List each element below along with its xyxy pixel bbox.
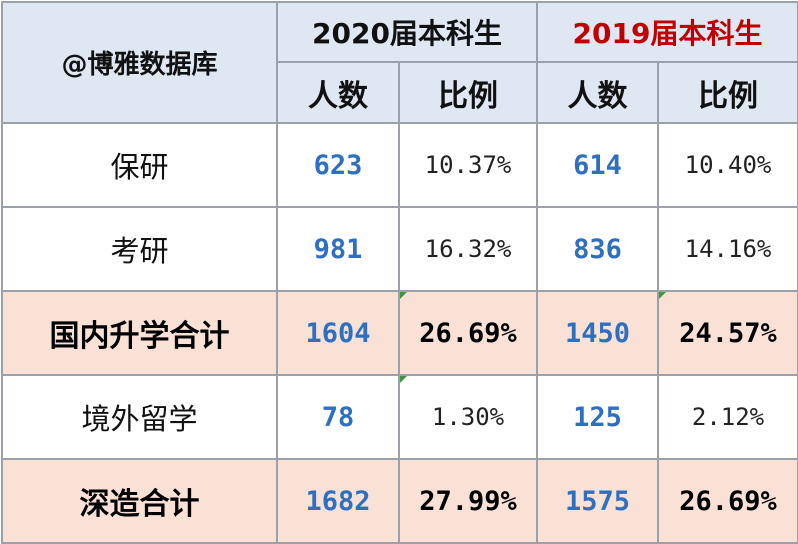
ratio-2020-cell: 26.69%	[398, 290, 538, 376]
group-header-2019: 2019届本科生	[536, 1, 798, 63]
table-row-total: 深造合计 1682 27.99% 1575 26.69%	[1, 458, 798, 544]
table-row-subtotal: 国内升学合计 1604 26.69% 1450 24.57%	[1, 290, 798, 376]
col-header-ratio-2020: 比例	[398, 61, 538, 124]
row-label: 深造合计	[1, 458, 278, 544]
count-2019-cell: 125	[536, 374, 659, 460]
count-2020-cell: 981	[276, 206, 400, 292]
ratio-2019-cell: 10.40%	[657, 122, 798, 208]
header-row-groups: @博雅数据库 2020届本科生 2019届本科生	[1, 1, 798, 124]
table-row: 考研 981 16.32% 836 14.16%	[1, 206, 798, 292]
count-2019-cell: 836	[536, 206, 659, 292]
ratio-2020-cell: 27.99%	[398, 458, 538, 544]
ratio-2019-cell: 26.69%	[657, 458, 798, 544]
count-2020-cell: 1604	[276, 290, 400, 376]
table-row: 境外留学 78 1.30% 125 2.12%	[1, 374, 798, 460]
ratio-2020-cell: 1.30%	[398, 374, 538, 460]
group-header-2020: 2020届本科生	[276, 1, 538, 63]
ratio-2019-cell: 2.12%	[657, 374, 798, 460]
count-2020-cell: 623	[276, 122, 400, 208]
row-label: 境外留学	[1, 374, 278, 460]
col-header-count-2019: 人数	[536, 61, 659, 124]
ratio-2019-cell: 14.16%	[657, 206, 798, 292]
count-2019-cell: 1450	[536, 290, 659, 376]
count-2020-cell: 78	[276, 374, 400, 460]
col-header-count-2020: 人数	[276, 61, 400, 124]
row-label: 国内升学合计	[1, 290, 278, 376]
ratio-2020-cell: 16.32%	[398, 206, 538, 292]
table-row: 保研 623 10.37% 614 10.40%	[1, 122, 798, 208]
col-header-ratio-2019: 比例	[657, 61, 798, 124]
brand-watermark-cell: @博雅数据库	[1, 1, 278, 124]
count-2019-cell: 1575	[536, 458, 659, 544]
row-label: 保研	[1, 122, 278, 208]
ratio-2019-cell: 24.57%	[657, 290, 798, 376]
row-label: 考研	[1, 206, 278, 292]
ratio-2020-cell: 10.37%	[398, 122, 538, 208]
count-2020-cell: 1682	[276, 458, 400, 544]
header-row-columns: 人数 比例 人数 比例	[2, 61, 798, 124]
count-2019-cell: 614	[536, 122, 659, 208]
